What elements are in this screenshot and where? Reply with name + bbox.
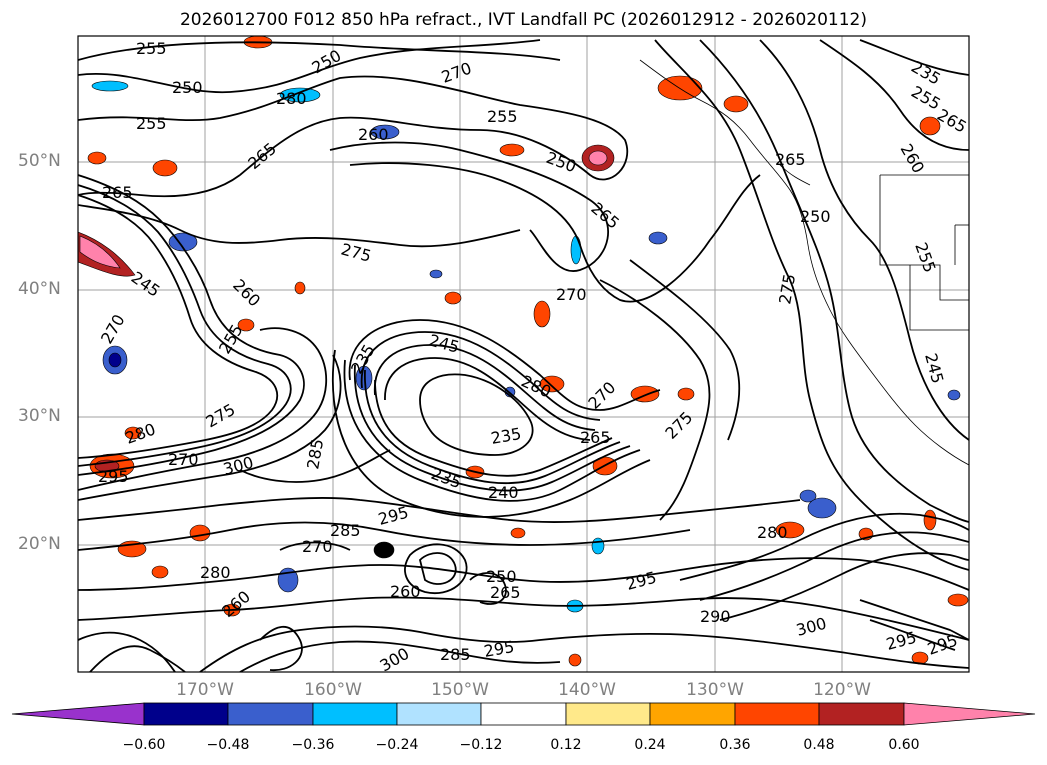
colorbar-tick-label: −0.24 <box>375 737 419 753</box>
lat-label: 50°N <box>18 151 61 171</box>
contour-label: 265 <box>775 150 806 169</box>
contour-label: 280 <box>757 523 788 542</box>
colorbar-extend-low <box>11 702 145 726</box>
colorbar-tick-label: −0.48 <box>206 737 250 753</box>
contour-label: 285 <box>440 645 471 664</box>
map-title: 2026012700 F012 850 hPa refract., IVT La… <box>179 10 867 30</box>
colorbar-tick-label: −0.60 <box>122 737 166 753</box>
lon-label: 130°W <box>686 680 744 700</box>
lon-label: 120°W <box>813 680 871 700</box>
colorbar-tick-label: 0.12 <box>550 737 582 753</box>
contour-label: 250 <box>800 207 831 226</box>
colorbar-segment <box>227 702 314 726</box>
lat-label: 40°N <box>18 279 61 299</box>
colorbar <box>11 702 1036 726</box>
refractivity-contours <box>78 39 969 672</box>
colorbar-segment <box>480 702 567 726</box>
colorbar-segment <box>312 702 398 726</box>
contour-label: 280 <box>276 89 307 108</box>
lat-label: 20°N <box>18 534 61 554</box>
contour-label: 255 <box>136 114 167 133</box>
colorbar-tick-label: 0.36 <box>719 737 751 753</box>
contour-label: 285 <box>330 521 361 540</box>
contour-label: 265 <box>580 428 611 447</box>
graticule <box>78 36 969 672</box>
lat-label: 30°N <box>18 406 61 426</box>
contour-label: 250 <box>172 78 203 97</box>
contour-label: 270 <box>168 450 199 469</box>
colorbar-segment <box>143 702 229 726</box>
contour-label: 250 <box>486 567 517 586</box>
colorbar-segment <box>396 702 482 726</box>
contour-label: 265 <box>490 583 521 602</box>
lon-label: 140°W <box>558 680 616 700</box>
colorbar-extend-high <box>903 702 1036 726</box>
colorbar-segment <box>649 702 736 726</box>
lon-label: 170°W <box>176 680 234 700</box>
colorbar-tick-label: 0.48 <box>803 737 835 753</box>
colorbar-tick-label: −0.12 <box>459 737 503 753</box>
colorbar-segment <box>818 702 905 726</box>
contour-label: 295 <box>98 467 129 486</box>
contour-label: 260 <box>390 582 421 601</box>
contour-label: 240 <box>488 483 519 502</box>
lon-label: 150°W <box>431 680 489 700</box>
contour-label: 270 <box>302 537 333 556</box>
colorbar-tick-label: 0.60 <box>888 737 920 753</box>
contour-label: 270 <box>556 285 587 304</box>
map-frame <box>77 35 970 673</box>
contour-label: 265 <box>102 183 133 202</box>
contour-label: 255 <box>487 107 518 126</box>
colorbar-segment <box>734 702 820 726</box>
contour-label: 260 <box>358 125 389 144</box>
contour-label: 255 <box>136 39 167 58</box>
colorbar-tick-label: −0.36 <box>291 737 335 753</box>
colorbar-segment <box>565 702 651 726</box>
colorbar-tick-label: 0.24 <box>634 737 666 753</box>
contour-label: 280 <box>200 563 231 582</box>
coastlines <box>639 59 969 466</box>
map-plot-area: 255 250 255 265 265 245 260 270 255 280 … <box>78 36 969 672</box>
contour-label: 290 <box>700 607 731 626</box>
lon-label: 160°W <box>304 680 362 700</box>
